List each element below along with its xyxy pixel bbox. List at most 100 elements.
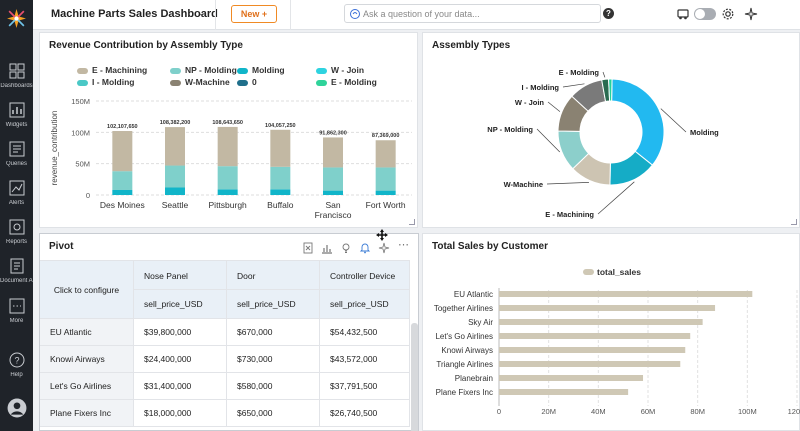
gear-icon[interactable] bbox=[721, 7, 735, 21]
label-leader-line bbox=[536, 128, 561, 153]
legend-item[interactable]: E - Machining bbox=[77, 65, 147, 75]
bar[interactable] bbox=[499, 347, 686, 353]
bar-segment[interactable] bbox=[323, 137, 343, 168]
legend-item[interactable]: 0 bbox=[237, 77, 257, 87]
nav-item-reports[interactable]: Reports bbox=[0, 218, 33, 245]
legend-swatch bbox=[170, 79, 181, 86]
panel-title: Pivot bbox=[49, 241, 74, 252]
x-tick-label: 100M bbox=[738, 407, 757, 416]
bar-segment[interactable] bbox=[217, 189, 238, 195]
y-tick-label: Let's Go Airlines bbox=[435, 332, 493, 341]
legend-label: E - Molding bbox=[331, 77, 377, 87]
x-tick-label: 40M bbox=[591, 407, 606, 416]
donut-slice[interactable] bbox=[611, 78, 665, 166]
bar-segment[interactable] bbox=[270, 129, 291, 167]
bar[interactable] bbox=[499, 305, 716, 311]
lightbulb-icon[interactable] bbox=[340, 242, 352, 254]
legend-item[interactable]: I - Molding bbox=[77, 77, 135, 87]
export-excel-icon[interactable] bbox=[302, 242, 314, 254]
bar-segment[interactable] bbox=[217, 166, 238, 190]
legend-item[interactable]: W-Machine bbox=[170, 77, 230, 87]
bar[interactable] bbox=[499, 333, 691, 339]
bar-segment[interactable] bbox=[375, 140, 396, 168]
bar[interactable] bbox=[499, 389, 629, 395]
label-leader-line bbox=[660, 108, 687, 133]
nav-item-help[interactable]: ? Help bbox=[0, 351, 33, 378]
resize-handle[interactable] bbox=[791, 219, 797, 225]
sparkle-icon[interactable] bbox=[744, 7, 758, 21]
table-cell: $31,400,000 bbox=[134, 373, 227, 400]
label-leader-line bbox=[546, 182, 589, 185]
bar-total-label: 108,643,650 bbox=[212, 120, 243, 126]
table-cell: $37,791,500 bbox=[320, 373, 410, 400]
legend-label[interactable]: total_sales bbox=[597, 267, 641, 277]
user-avatar[interactable] bbox=[0, 398, 33, 418]
bar-segment[interactable] bbox=[112, 131, 133, 172]
new-button[interactable]: New + bbox=[231, 5, 277, 23]
logo-icon[interactable] bbox=[6, 8, 27, 29]
y-tick-label: 0 bbox=[86, 191, 90, 200]
bar-segment[interactable] bbox=[217, 126, 238, 167]
bar-segment[interactable] bbox=[165, 165, 185, 188]
nav-item-alerts[interactable]: Alerts bbox=[0, 179, 33, 206]
vertical-scrollbar[interactable] bbox=[411, 323, 418, 431]
configure-cell[interactable]: Click to configure bbox=[40, 260, 134, 319]
total-sales-chart: total_sales 0 20M 40M 60M 80M 100M 120M EU Atlan… bbox=[434, 267, 800, 416]
measure-header: sell_price_USD bbox=[320, 290, 410, 319]
widgets-icon bbox=[9, 102, 24, 118]
measure-header: sell_price_USD bbox=[134, 290, 227, 319]
legend-item[interactable]: E - Molding bbox=[316, 77, 377, 87]
resize-handle[interactable] bbox=[409, 219, 415, 225]
sparkle-icon[interactable] bbox=[378, 242, 390, 254]
nav-item-widgets[interactable]: Widgets bbox=[0, 101, 33, 128]
chevron-down-icon[interactable]: ⌄ bbox=[198, 8, 206, 18]
bar-segment[interactable] bbox=[165, 187, 185, 195]
bar-segment[interactable] bbox=[112, 171, 133, 190]
column-header: Door bbox=[227, 260, 320, 290]
slice-label: W - Join bbox=[515, 98, 545, 107]
bar-segment[interactable] bbox=[165, 127, 185, 166]
nav-item-label: Document AI bbox=[0, 278, 33, 284]
bar-segment[interactable] bbox=[270, 189, 291, 195]
bar-total-label: 102,107,650 bbox=[107, 124, 138, 130]
filter-icon[interactable] bbox=[676, 7, 690, 21]
legend-item[interactable]: W - Join bbox=[316, 65, 364, 75]
divider bbox=[290, 0, 291, 30]
y-tick-label: Triangle Airlines bbox=[436, 360, 493, 369]
table-cell: $54,432,500 bbox=[320, 319, 410, 346]
bar-segment[interactable] bbox=[270, 166, 291, 190]
bar[interactable] bbox=[499, 361, 681, 367]
bar-segment[interactable] bbox=[323, 167, 343, 191]
y-tick-label: Knowi Airways bbox=[441, 346, 493, 355]
donut-slice[interactable] bbox=[608, 78, 613, 102]
nav-item-more[interactable]: More bbox=[0, 297, 33, 324]
slice-label: E - Machining bbox=[545, 210, 594, 219]
left-nav: Dashboards Widgets Queries Alerts Reports Doc… bbox=[0, 0, 33, 431]
bell-icon[interactable] bbox=[359, 242, 371, 254]
ask-question-box[interactable] bbox=[344, 4, 601, 23]
bar-chart-icon[interactable] bbox=[321, 242, 333, 254]
mode-toggle[interactable] bbox=[694, 8, 716, 20]
bar-segment[interactable] bbox=[323, 190, 343, 195]
slice-label: NP - Molding bbox=[487, 125, 533, 134]
x-tick-label: 120M bbox=[788, 407, 800, 416]
more-options-icon[interactable]: ⋯ bbox=[398, 239, 409, 251]
bar-segment[interactable] bbox=[375, 190, 396, 195]
dashboard-title[interactable]: Machine Parts Sales Dashboard bbox=[51, 8, 218, 20]
toggle-knob bbox=[695, 9, 705, 19]
nav-item-queries[interactable]: Queries bbox=[0, 140, 33, 167]
bar[interactable] bbox=[499, 291, 753, 297]
nav-item-dashboards[interactable]: Dashboards bbox=[0, 62, 33, 89]
ask-question-input[interactable] bbox=[363, 6, 593, 21]
slice-label: E - Molding bbox=[559, 68, 600, 77]
bar[interactable] bbox=[499, 319, 703, 325]
bar-segment[interactable] bbox=[112, 189, 133, 195]
bar[interactable] bbox=[499, 375, 644, 381]
nav-item-document-ai[interactable]: Document AI bbox=[0, 257, 33, 284]
help-icon[interactable]: ? bbox=[603, 8, 614, 19]
legend-item[interactable]: Molding bbox=[237, 65, 285, 75]
legend-label: 0 bbox=[252, 77, 257, 87]
legend-item[interactable]: NP - Molding bbox=[170, 65, 237, 75]
bar-segment[interactable] bbox=[375, 167, 396, 191]
x-tick-label: Seattle bbox=[162, 200, 189, 210]
